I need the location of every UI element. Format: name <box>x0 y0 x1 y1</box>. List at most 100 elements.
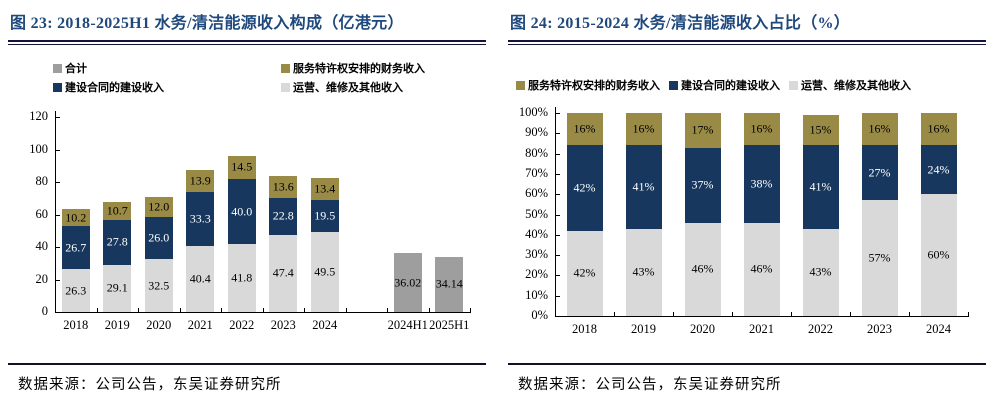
x-axis-tick-label: 2020 <box>690 322 715 336</box>
legend-label: 运营、维修及其他收入 <box>801 80 911 92</box>
legend-swatch-icon <box>789 80 798 90</box>
bar-value-label: 26.0 <box>148 230 170 245</box>
bar-value-label: 36.02 <box>394 275 422 290</box>
y-axis <box>555 107 556 317</box>
bar-segment-navy <box>103 219 132 265</box>
x-axis-tick-label: 2025H1 <box>429 318 470 332</box>
bar-value-label: 14.5 <box>231 159 253 174</box>
y-axis-tick-label: 80 <box>35 174 49 188</box>
x-axis-tick-label: 2021 <box>749 322 774 336</box>
x-axis-tick-label: 2021 <box>187 318 213 332</box>
bar-value-label: 42% <box>573 180 596 195</box>
bar-segment-olive <box>269 175 298 198</box>
y-tick <box>556 113 560 114</box>
y-axis-tick-label: 20% <box>525 267 548 282</box>
y-tick <box>556 153 560 155</box>
legend-swatch-icon <box>53 63 62 73</box>
figure-23-panel: 图 23: 2018-2025H1 水务/清洁能源收入构成（亿港元） 合计 服务特… <box>8 15 486 393</box>
x-tick <box>732 312 733 316</box>
bar-segment-light_gray <box>920 194 957 316</box>
bar-segment-navy <box>310 199 339 232</box>
y-tick <box>56 214 60 216</box>
x-tick <box>428 308 430 312</box>
x-tick <box>179 308 181 312</box>
bar-value-label: 19.5 <box>314 208 336 223</box>
bar-segment-navy <box>61 225 90 270</box>
x-axis-tick-label: 2023 <box>867 322 892 336</box>
x-axis-tick-label: 2024 <box>312 318 338 332</box>
bar-value-label: 41% <box>632 179 655 194</box>
bar-segment-olive <box>566 113 603 146</box>
bar-value-label: 24% <box>927 162 950 177</box>
bar-value-label: 33.3 <box>189 211 211 226</box>
bar-value-label: 34.14 <box>435 276 463 291</box>
x-tick <box>96 308 98 312</box>
bar-segment-olive <box>743 113 780 146</box>
y-tick <box>56 117 60 118</box>
bar-value-label: 46% <box>691 261 714 276</box>
bar-value-label: 13.6 <box>272 179 294 194</box>
bar-value-label: 10.7 <box>106 203 128 218</box>
y-tick <box>556 234 560 236</box>
bar-value-label: 26.7 <box>65 240 87 255</box>
legend-swatch-icon <box>516 80 525 90</box>
bar-segment-navy <box>269 197 298 235</box>
y-tick <box>556 255 560 257</box>
y-axis-tick-label: 30% <box>525 247 548 262</box>
bar-value-label: 42% <box>573 265 596 280</box>
bar-value-label: 49.5 <box>314 264 336 279</box>
x-tick <box>673 312 674 316</box>
legend-item: 服务特许权安排的财务收入 <box>281 60 425 76</box>
figure-24-legend: 服务特许权安排的财务收入 建设合同的建设收入 运营、维修及其他收入 <box>516 77 911 93</box>
x-tick <box>909 312 910 316</box>
bar-segment-navy <box>920 145 957 195</box>
bar-segment-navy <box>144 216 173 260</box>
bar-segment-light_gray <box>61 269 90 312</box>
bar-segment-navy <box>861 145 898 201</box>
bar-segment-light_gray <box>144 259 173 312</box>
x-axis-tick-label: 2019 <box>104 318 130 332</box>
x-axis <box>55 312 471 313</box>
bar-segment-navy <box>802 145 839 229</box>
figure-23-source: 数据来源：公司公告，东吴证券研究所 <box>18 377 282 393</box>
bar-segment-mid_gray <box>435 256 464 312</box>
bar-segment-olive <box>625 113 662 146</box>
legend-label: 服务特许权安排的财务收入 <box>293 63 425 75</box>
x-tick <box>221 308 222 312</box>
x-tick <box>850 312 851 316</box>
bar-segment-light_gray <box>684 222 721 316</box>
legend-swatch-icon <box>669 80 678 90</box>
x-tick <box>968 312 969 316</box>
y-axis-tick-label: 100 <box>29 141 48 156</box>
bar-segment-olive <box>310 178 339 200</box>
y-tick <box>556 275 560 277</box>
legend-item: 建设合同的建设收入 <box>669 77 780 93</box>
bar-value-label: 10.2 <box>65 210 87 225</box>
x-tick <box>470 308 471 312</box>
y-tick <box>556 316 560 317</box>
bar-segment-navy <box>743 145 780 223</box>
bar-value-label: 12.0 <box>148 199 170 214</box>
y-tick <box>556 173 560 175</box>
figure-24-panel: 图 24: 2015-2024 水务/清洁能源收入占比（%） 服务特许权安排的财… <box>500 0 1000 402</box>
y-tick <box>556 214 560 216</box>
bar-segment-light_gray <box>103 264 132 312</box>
figure-24-title-rule <box>508 40 986 45</box>
bar-value-label: 46% <box>750 261 773 276</box>
figure-24-title: 图 24: 2015-2024 水务/清洁能源收入占比（%） <box>510 15 851 32</box>
y-axis-tick-label: 60% <box>525 186 548 201</box>
x-axis-tick-label: 2020 <box>146 318 172 332</box>
bar-segment-navy <box>227 179 256 245</box>
figure-23-title: 图 23: 2018-2025H1 水务/清洁能源收入构成（亿港元） <box>10 15 404 32</box>
bar-segment-olive <box>227 155 256 180</box>
y-axis-tick-label: 0% <box>531 308 548 322</box>
y-tick <box>56 182 60 183</box>
bar-segment-light_gray <box>227 244 256 312</box>
x-axis-tick-label: 2022 <box>229 318 255 332</box>
bar-segment-navy <box>566 145 603 231</box>
y-axis <box>55 111 56 313</box>
bar-segment-olive <box>684 113 721 148</box>
figure-23-plot: 0 20 40 60 80 100 120 26.3 26.7 10.2 2018 29.1 27.8 1… <box>29 109 471 332</box>
y-axis-tick-label: 90% <box>525 125 548 140</box>
x-tick <box>614 312 615 316</box>
